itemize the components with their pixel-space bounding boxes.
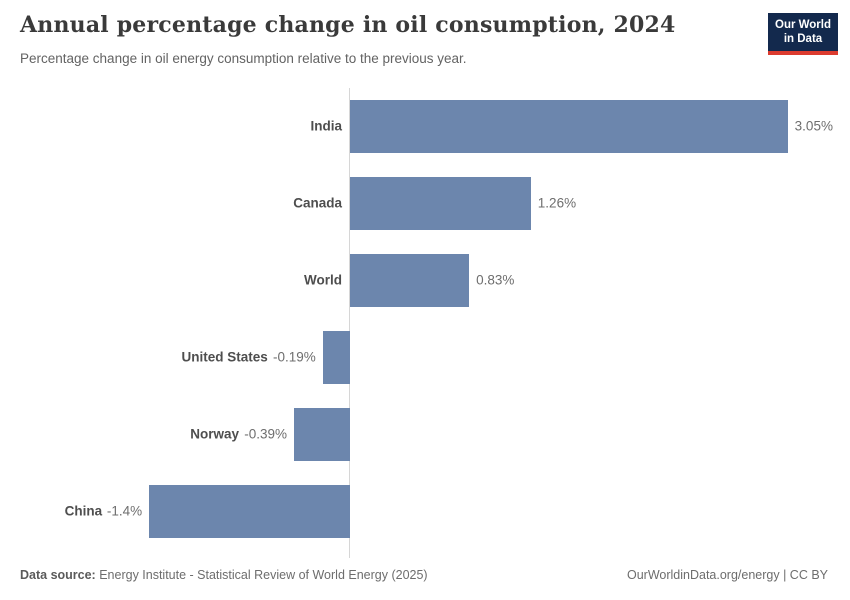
chart-footer: Data source: Energy Institute - Statisti… — [20, 568, 828, 582]
value-label: -0.19% — [272, 349, 316, 365]
value-label: -0.39% — [244, 426, 288, 442]
value-label: -1.4% — [106, 503, 143, 519]
entity-label: Norway — [190, 426, 240, 442]
bar-row: Canada 1.26% — [0, 165, 850, 242]
bar-norway[interactable] — [294, 408, 350, 461]
attribution-note: OurWorldinData.org/energy | CC BY — [626, 568, 828, 582]
bar-world[interactable] — [350, 254, 470, 307]
entity-label: China — [64, 503, 103, 519]
bar-india[interactable] — [350, 100, 788, 153]
owid-logo-line1: Our World — [775, 19, 832, 31]
zero-axis-line — [349, 88, 350, 558]
bar-row: Norway -0.39% — [0, 396, 850, 473]
owid-logo-line2: in Data — [783, 33, 823, 46]
entity-label: World — [304, 272, 342, 288]
entity-label: United States — [181, 349, 268, 365]
bar-row: World 0.83% — [0, 242, 850, 319]
page-title: Annual percentage change in oil consumpt… — [20, 12, 676, 38]
owid-logo[interactable]: Our World in Data — [768, 13, 838, 55]
value-label: 1.26% — [537, 195, 577, 211]
bar-row: China -1.4% — [0, 473, 850, 550]
chart-subtitle: Percentage change in oil energy consumpt… — [20, 51, 467, 66]
value-label: 0.83% — [476, 272, 515, 288]
bar-chart: India 3.05% Canada 1.26% World 0.83% Uni… — [0, 88, 850, 558]
bar-row: India 3.05% — [0, 88, 850, 165]
entity-label: Canada — [293, 195, 342, 211]
bar-canada[interactable] — [350, 177, 531, 230]
bar-united-states[interactable] — [322, 331, 350, 384]
bar-china[interactable] — [149, 485, 350, 538]
data-source-note: Data source: Energy Institute - Statisti… — [20, 568, 428, 582]
data-source-value: Energy Institute - Statistical Review of… — [95, 568, 428, 582]
entity-label: India — [310, 118, 342, 134]
value-label: 3.05% — [794, 118, 833, 134]
data-source-label: Data source: — [20, 568, 96, 582]
bar-row: United States -0.19% — [0, 319, 850, 396]
